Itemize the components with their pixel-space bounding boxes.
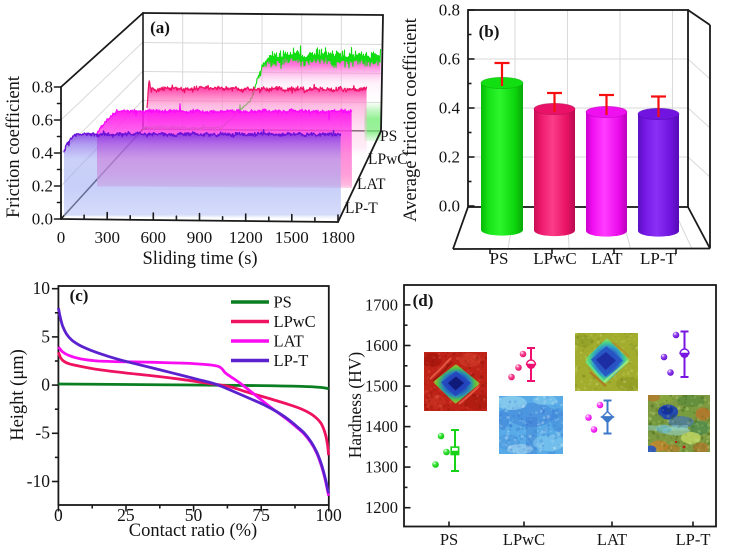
svg-text:1600: 1600 bbox=[365, 336, 398, 355]
svg-text:0.4: 0.4 bbox=[439, 99, 461, 118]
svg-text:300: 300 bbox=[94, 228, 120, 247]
svg-text:(d): (d) bbox=[413, 291, 434, 310]
svg-text:PS: PS bbox=[380, 128, 397, 145]
svg-text:(b): (b) bbox=[479, 22, 500, 41]
svg-text:0.2: 0.2 bbox=[439, 148, 460, 167]
svg-text:-10: -10 bbox=[27, 471, 51, 491]
svg-text:0.0: 0.0 bbox=[32, 210, 53, 229]
svg-text:1700: 1700 bbox=[365, 295, 398, 314]
svg-text:LAT: LAT bbox=[274, 332, 304, 351]
svg-text:PS: PS bbox=[490, 249, 509, 268]
svg-text:-5: -5 bbox=[35, 423, 50, 443]
svg-text:Friction coefficient: Friction coefficient bbox=[4, 75, 24, 218]
svg-text:LPwC: LPwC bbox=[533, 249, 576, 268]
svg-text:LP-T: LP-T bbox=[640, 249, 677, 268]
svg-text:Sliding time (s): Sliding time (s) bbox=[142, 249, 257, 269]
svg-text:LAT: LAT bbox=[357, 176, 386, 193]
svg-text:LAT: LAT bbox=[591, 249, 623, 268]
svg-text:100: 100 bbox=[315, 505, 342, 525]
svg-text:Height (μm): Height (μm) bbox=[8, 349, 28, 441]
svg-text:LAT: LAT bbox=[597, 530, 627, 549]
svg-text:75: 75 bbox=[252, 505, 270, 525]
svg-text:0.4: 0.4 bbox=[32, 144, 54, 163]
svg-text:(a): (a) bbox=[150, 18, 170, 37]
svg-text:0.0: 0.0 bbox=[439, 197, 460, 216]
svg-text:1500: 1500 bbox=[275, 228, 309, 247]
svg-text:0.8: 0.8 bbox=[32, 78, 53, 97]
svg-text:10: 10 bbox=[33, 278, 51, 298]
svg-text:0.6: 0.6 bbox=[439, 50, 460, 69]
svg-text:0: 0 bbox=[57, 228, 66, 247]
svg-text:Hardness (HV): Hardness (HV) bbox=[345, 352, 365, 459]
svg-text:0.8: 0.8 bbox=[439, 1, 460, 20]
svg-text:0.6: 0.6 bbox=[32, 111, 53, 130]
svg-text:Contact ratio (%): Contact ratio (%) bbox=[129, 521, 257, 541]
svg-text:900: 900 bbox=[187, 228, 213, 247]
svg-text:LP-T: LP-T bbox=[274, 351, 309, 370]
svg-text:25: 25 bbox=[117, 505, 135, 525]
svg-text:0: 0 bbox=[54, 505, 63, 525]
svg-text:LP-T: LP-T bbox=[676, 530, 711, 549]
svg-text:LP-T: LP-T bbox=[345, 200, 378, 217]
svg-text:Average friction coefficient: Average friction coefficient bbox=[401, 17, 421, 222]
svg-text:1200: 1200 bbox=[229, 228, 263, 247]
svg-text:50: 50 bbox=[185, 505, 203, 525]
svg-text:LPwC: LPwC bbox=[503, 530, 545, 549]
svg-text:600: 600 bbox=[141, 228, 167, 247]
svg-text:0: 0 bbox=[41, 375, 50, 395]
svg-text:PS: PS bbox=[274, 293, 292, 312]
svg-text:5: 5 bbox=[41, 326, 50, 346]
svg-text:1300: 1300 bbox=[365, 458, 398, 477]
svg-text:1200: 1200 bbox=[365, 498, 398, 517]
svg-text:0.2: 0.2 bbox=[32, 177, 53, 196]
svg-text:PS: PS bbox=[440, 530, 458, 549]
svg-text:1400: 1400 bbox=[365, 417, 398, 436]
svg-text:LPwC: LPwC bbox=[368, 151, 408, 168]
svg-text:1800: 1800 bbox=[321, 228, 355, 247]
svg-text:1500: 1500 bbox=[365, 377, 398, 396]
svg-text:LPwC: LPwC bbox=[274, 312, 316, 331]
svg-text:(c): (c) bbox=[70, 286, 89, 305]
